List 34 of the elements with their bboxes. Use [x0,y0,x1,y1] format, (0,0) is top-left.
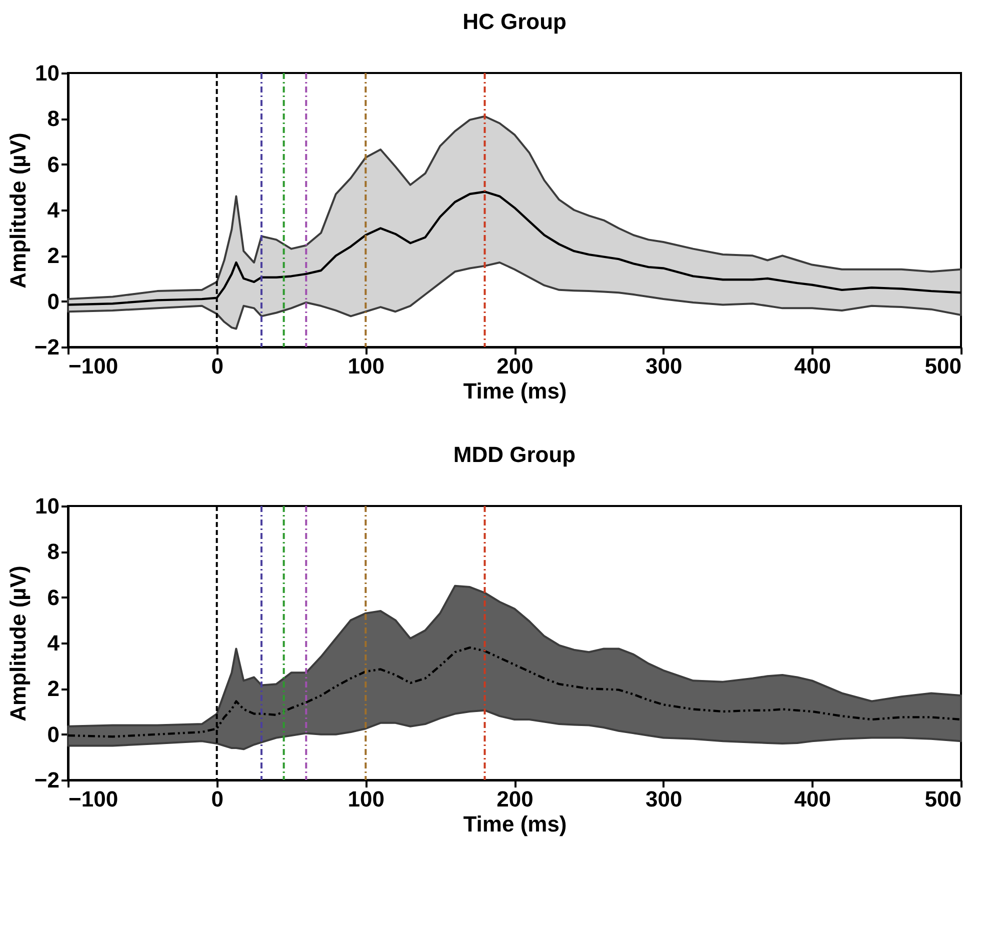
chart-title: HC Group [462,9,566,34]
x-axis-title: Time (ms) [463,812,567,836]
y-tick-label: 10 [35,60,60,86]
x-tick-label: 300 [645,354,682,378]
x-tick-label: 300 [645,786,682,812]
x-tick-label: 100 [348,354,385,378]
x-tick-label: 500 [924,786,962,812]
x-tick-label: −100 [68,786,118,812]
x-tick-label: 200 [496,786,534,812]
y-tick-label: −2 [34,334,60,360]
y-tick-label: 0 [47,722,60,747]
x-tick-label: 400 [794,354,832,378]
y-tick-label: 2 [47,676,60,702]
y-tick-label: 6 [47,584,60,610]
y-axis-title: Amplitude (µV) [5,132,30,288]
x-axis-title: Time (ms) [463,378,567,404]
y-tick-label: 6 [47,152,60,177]
x-tick-label: 400 [794,786,832,812]
x-tick-label: 0 [211,354,224,378]
x-tick-label: 500 [924,354,962,378]
y-tick-label: 8 [47,539,60,564]
y-tick-label: 10 [35,494,60,518]
y-tick-label: 4 [47,198,60,222]
y-tick-label: −2 [34,768,60,792]
y-tick-label: 8 [47,106,60,132]
y-axis-title: Amplitude (µV) [5,566,30,722]
y-tick-label: 0 [47,288,60,314]
y-tick-label: 4 [47,630,60,656]
x-tick-label: 200 [496,354,534,378]
x-tick-label: −100 [68,354,118,378]
chart-title: MDD Group [453,442,576,467]
x-tick-label: 0 [211,786,224,812]
y-tick-label: 2 [47,243,60,268]
x-tick-label: 100 [348,786,385,812]
